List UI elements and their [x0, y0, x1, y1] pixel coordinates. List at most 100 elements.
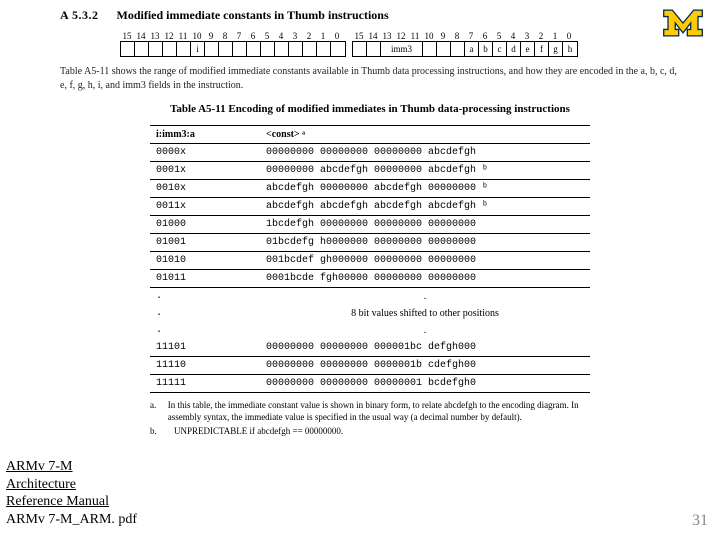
table-row: 010110001bcde fgh00000 00000000 00000000 [150, 270, 590, 288]
bit-num: 14 [366, 31, 380, 41]
table-cell: 001bcdef gh000000 00000000 00000000 [260, 252, 590, 270]
table-cell: 00000000 00000000 00000000 abcdefgh [260, 144, 590, 162]
bit-cell [219, 42, 233, 56]
bit-cell: c [493, 42, 507, 56]
bit-num: 15 [120, 31, 134, 41]
footnote-a: In this table, the immediate constant va… [168, 399, 590, 423]
bit-cell [353, 42, 367, 56]
table-cell: 01000 [150, 216, 260, 234]
table-cell: 01011 [150, 270, 260, 288]
bit-num: 7 [464, 31, 478, 41]
table-row: .. [150, 288, 590, 306]
footnote-b: UNPREDICTABLE if abcdefgh == 00000000. [174, 425, 343, 437]
table-row: 0011xabcdefgh abcdefgh abcdefgh abcdefgh… [150, 198, 590, 216]
table-row: 0000x00000000 00000000 00000000 abcdefgh [150, 144, 590, 162]
bit-num: 4 [506, 31, 520, 41]
bit-num: 8 [218, 31, 232, 41]
bit-cell [149, 42, 163, 56]
bit-cell: h [563, 42, 577, 56]
bit-cell [437, 42, 451, 56]
bit-num: 3 [520, 31, 534, 41]
bit-num: 12 [162, 31, 176, 41]
table-cell: 00000000 00000000 0000001b cdefgh00 [260, 357, 590, 375]
bitfield-right: 1514131211109876543210 imm3abcdefgh [352, 31, 578, 57]
bit-cell [303, 42, 317, 56]
table-cell: 0010x [150, 180, 260, 198]
table-cell: 01001 [150, 234, 260, 252]
table-row: .. [150, 322, 590, 339]
section-title: Modified immediate constants in Thumb in… [117, 8, 389, 23]
bit-num: 11 [408, 31, 422, 41]
table-cell: 0011x [150, 198, 260, 216]
table-cell: 8 bit values shifted to other positions [260, 305, 590, 322]
table-cell: 0001x [150, 162, 260, 180]
bit-cell [317, 42, 331, 56]
reference-line4: ARMv 7-M_ARM. pdf [6, 512, 137, 527]
bit-num: 15 [352, 31, 366, 41]
bit-num: 10 [190, 31, 204, 41]
bit-cell [367, 42, 381, 56]
table-row: 010001bcdefgh 00000000 00000000 00000000 [150, 216, 590, 234]
bit-cell [247, 42, 261, 56]
table-cell: . [260, 288, 590, 306]
bit-cell [451, 42, 465, 56]
table-row: 1111000000000 00000000 0000001b cdefgh00 [150, 357, 590, 375]
bit-num: 9 [436, 31, 450, 41]
document-page: A 5.3.2 Modified immediate constants in … [0, 0, 720, 447]
bit-num: 6 [246, 31, 260, 41]
table-row: 0100101bcdefg h0000000 00000000 00000000 [150, 234, 590, 252]
bit-num: 3 [288, 31, 302, 41]
bit-cell [177, 42, 191, 56]
bit-cell [289, 42, 303, 56]
table-cell: 00000000 00000000 00000001 bcdefgh0 [260, 375, 590, 393]
bit-cell: g [549, 42, 563, 56]
bit-num: 2 [302, 31, 316, 41]
table-cell: . [260, 322, 590, 339]
bit-cell [331, 42, 345, 56]
bit-cell: b [479, 42, 493, 56]
table-cell: . [150, 288, 260, 306]
bit-num: 6 [478, 31, 492, 41]
bit-cell: d [507, 42, 521, 56]
bit-cell [423, 42, 437, 56]
page-number: 31 [692, 512, 708, 530]
bit-cell [135, 42, 149, 56]
encoding-table: i:imm3:a <const> ᵃ 0000x00000000 0000000… [150, 125, 590, 393]
reference-link-block[interactable]: ARMv 7-M Architecture Reference Manual A… [6, 458, 137, 528]
table-row: .8 bit values shifted to other positions [150, 305, 590, 322]
footnote-label-b: b. [150, 425, 164, 437]
bit-num: 9 [204, 31, 218, 41]
table-cell: 01bcdefg h0000000 00000000 00000000 [260, 234, 590, 252]
university-logo-icon [660, 8, 706, 38]
table-cell: . [150, 305, 260, 322]
bit-num: 0 [330, 31, 344, 41]
bit-cell-imm3: imm3 [381, 42, 423, 56]
table-row: 0010xabcdefgh 00000000 abcdefgh 00000000… [150, 180, 590, 198]
bit-num: 10 [422, 31, 436, 41]
bit-num: 1 [316, 31, 330, 41]
table-title: Table A5-11 Encoding of modified immedia… [60, 103, 680, 115]
table-row: 1111100000000 00000000 00000001 bcdefgh0 [150, 375, 590, 393]
bit-cell [163, 42, 177, 56]
bit-num: 11 [176, 31, 190, 41]
bit-num: 7 [232, 31, 246, 41]
reference-line2: Architecture [6, 476, 137, 494]
section-number: A 5.3.2 [60, 8, 99, 23]
bit-num: 1 [548, 31, 562, 41]
reference-line1: ARMv 7-M [6, 458, 137, 476]
bit-num: 13 [380, 31, 394, 41]
table-header-col2: <const> ᵃ [260, 126, 590, 144]
footnote-label-a: a. [150, 399, 158, 423]
bit-num: 4 [274, 31, 288, 41]
reference-line3: Reference Manual [6, 493, 137, 511]
bit-num: 8 [450, 31, 464, 41]
table-cell: 0001bcde fgh00000 00000000 00000000 [260, 270, 590, 288]
table-row: 1110100000000 00000000 000001bc defgh000 [150, 339, 590, 357]
table-header-col1: i:imm3:a [150, 126, 260, 144]
bitfield-left: 1514131211109876543210 i [120, 31, 346, 57]
bit-num: 2 [534, 31, 548, 41]
bit-num: 0 [562, 31, 576, 41]
bit-num: 5 [260, 31, 274, 41]
bit-num: 12 [394, 31, 408, 41]
table-cell: 00000000 00000000 000001bc defgh000 [260, 339, 590, 357]
